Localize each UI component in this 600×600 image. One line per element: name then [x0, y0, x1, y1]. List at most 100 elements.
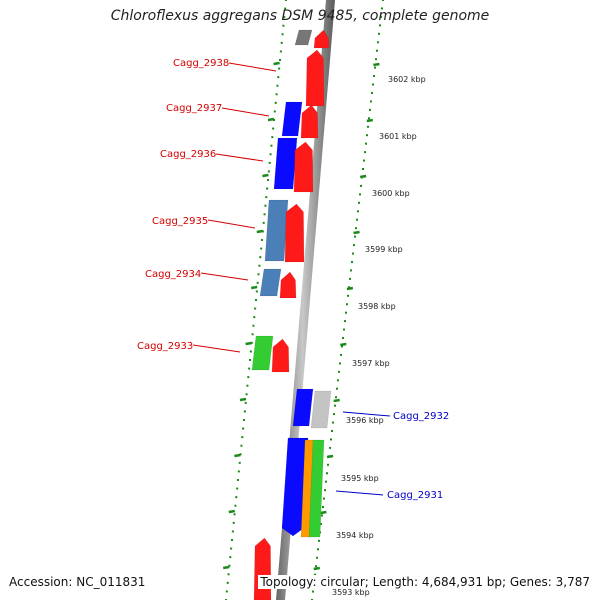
ruler-dot [325, 480, 327, 483]
ruler-dot [366, 134, 368, 137]
ruler-dot [322, 506, 324, 509]
ruler-dot [274, 101, 277, 104]
gene-feature [305, 49, 325, 107]
ruler-dot [374, 66, 376, 69]
ruler-dot [327, 463, 329, 466]
gene-label[interactable]: Cagg_2932 [393, 411, 449, 422]
ruler-tick [320, 510, 327, 515]
ruler-dot [375, 58, 377, 61]
ruler-dot [353, 244, 355, 247]
ruler-dot [316, 556, 318, 559]
ruler-dot [243, 410, 246, 413]
inner-ruler-arc [225, 0, 287, 600]
ruler-tick [250, 285, 258, 290]
gene-label[interactable]: Cagg_2938 [173, 58, 229, 69]
ruler-tick [262, 173, 269, 178]
gene-label[interactable]: Cagg_2936 [160, 149, 216, 160]
gene-feature [294, 29, 313, 46]
ruler-dot [268, 161, 271, 164]
ruler-dot [233, 513, 236, 516]
ruler-dot [258, 264, 261, 267]
ruler-dot [255, 290, 258, 293]
ruler-tick [326, 454, 334, 459]
ruler-dot [249, 359, 251, 361]
label-leader-line [221, 107, 270, 117]
gene-label[interactable]: Cagg_2933 [137, 341, 193, 352]
gene-label[interactable]: Cagg_2931 [387, 490, 443, 501]
ruler-dot [370, 100, 372, 103]
ruler-dot [279, 59, 281, 61]
gene-label[interactable]: Cagg_2934 [145, 269, 201, 280]
gene-feature [284, 203, 305, 263]
ruler-dot [352, 252, 354, 255]
kbp-tick-label: 3595 kbp [341, 474, 379, 483]
ruler-dot [225, 590, 228, 593]
ruler-dot [277, 76, 280, 79]
gene-feature [313, 29, 330, 49]
kbp-ruler [222, 0, 384, 600]
ruler-tick [228, 509, 236, 514]
ruler-dot [279, 50, 282, 53]
ruler-dot [341, 345, 343, 348]
ruler-dot [237, 479, 239, 481]
ruler-dot [317, 548, 319, 551]
ruler-dot [357, 210, 359, 213]
gene-feature [281, 101, 303, 137]
ruler-dot [331, 429, 333, 432]
gene-feature [308, 439, 325, 538]
ruler-dot [267, 170, 270, 173]
ruler-dot [326, 472, 328, 475]
ruler-dot [282, 24, 285, 27]
ruler-tick [239, 397, 247, 402]
ruler-dot [260, 247, 263, 250]
ruler-dot [273, 110, 276, 113]
ruler-dot [278, 67, 281, 70]
ruler-dot [376, 49, 378, 52]
kbp-tick-label: 3594 kbp [336, 531, 374, 540]
ruler-dot [334, 404, 336, 407]
ruler-dot [372, 83, 374, 86]
gene-labels: Cagg_2938 Cagg_2937 Cagg_2936 Cagg_2935 Cagg… [137, 58, 449, 501]
ruler-dot [262, 221, 265, 224]
ruler-dot [246, 384, 249, 387]
ruler-dot [371, 91, 373, 94]
ruler-tick [234, 453, 241, 458]
ruler-dot [250, 341, 253, 344]
gene-label[interactable]: Cagg_2937 [166, 103, 222, 114]
ruler-dot [314, 573, 316, 576]
ruler-dot [228, 564, 231, 567]
ruler-dot [318, 539, 320, 542]
ruler-dot [358, 201, 360, 204]
ruler-dot [350, 269, 352, 272]
gene-feature [293, 141, 314, 193]
ruler-tick [353, 230, 360, 235]
gene-feature [259, 268, 282, 297]
ruler-dot [379, 24, 381, 27]
ruler-dot [337, 379, 339, 382]
ruler-dot [367, 125, 369, 128]
ruler-dot [335, 396, 337, 399]
ruler-dot [382, 0, 384, 1]
kbp-tick-label: 3601 kbp [379, 132, 417, 141]
ruler-tick [313, 566, 320, 571]
ruler-dot [330, 438, 332, 441]
ruler-dot [351, 260, 353, 263]
ruler-dot [368, 117, 370, 120]
accession-label: Accession: NC_011831 [9, 575, 146, 589]
ruler-dot [342, 337, 344, 340]
ruler-dot [315, 565, 317, 568]
gene-feature [253, 537, 272, 600]
kbp-tick-label: 3598 kbp [358, 302, 396, 311]
ruler-dot [283, 16, 286, 19]
gene-label[interactable]: Cagg_2935 [152, 216, 208, 227]
ruler-dot [347, 294, 349, 297]
ruler-dot [226, 581, 229, 584]
ruler-dot [266, 187, 269, 190]
gene-feature [273, 137, 298, 190]
ruler-dot [264, 204, 267, 207]
ruler-dot [359, 193, 361, 196]
ruler-tick [245, 341, 252, 346]
genome-title: Chloroflexus aggregans DSM 9485, complet… [110, 8, 490, 24]
ruler-tick [366, 118, 374, 123]
